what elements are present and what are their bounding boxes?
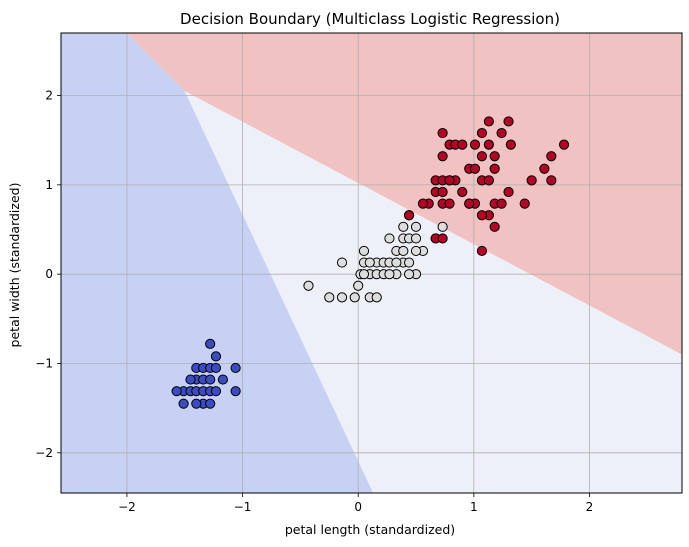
point-class-1 (398, 245, 409, 257)
point-class-2 (437, 127, 448, 139)
x-tick-label: −1 (234, 500, 252, 514)
point-class-1 (403, 269, 415, 280)
point-class-2 (417, 198, 429, 209)
point-class-2 (489, 221, 500, 232)
x-axis-ticks: −2 −1 0 1 2 (118, 493, 593, 514)
point-class-2 (489, 151, 500, 162)
point-class-2 (526, 175, 537, 186)
point-class-0 (178, 398, 189, 409)
point-class-2 (503, 116, 514, 127)
point-class-1 (384, 269, 395, 280)
plot-area (60, 32, 683, 494)
point-class-0 (171, 386, 182, 397)
point-class-2 (457, 139, 468, 150)
point-class-2 (457, 186, 468, 198)
point-class-1 (336, 292, 348, 303)
x-tick-label: 1 (470, 500, 478, 514)
point-class-2 (476, 210, 488, 221)
point-class-2 (546, 151, 557, 162)
y-tick-label: −1 (35, 356, 53, 370)
point-class-0 (205, 338, 216, 349)
point-class-1 (303, 280, 314, 291)
point-class-0 (205, 374, 216, 385)
point-class-2 (464, 198, 475, 209)
point-class-2 (496, 127, 507, 139)
point-class-2 (437, 186, 448, 198)
point-class-2 (496, 198, 507, 209)
point-class-0 (205, 398, 216, 409)
point-class-0 (230, 362, 241, 374)
y-tick-label: 0 (45, 267, 53, 281)
y-tick-label: 2 (45, 89, 53, 103)
point-class-2 (489, 163, 500, 174)
decision-region-class-1 (184, 91, 682, 493)
x-tick-label: −2 (118, 500, 136, 514)
point-class-1 (398, 221, 409, 232)
y-tick-label: 1 (45, 178, 53, 192)
point-class-2 (469, 163, 481, 174)
point-class-1 (403, 257, 415, 268)
point-class-0 (185, 374, 196, 385)
point-class-0 (230, 386, 241, 397)
point-class-1 (358, 269, 370, 280)
point-class-2 (444, 198, 455, 209)
point-class-1 (391, 257, 402, 268)
point-class-2 (476, 245, 488, 257)
point-class-2 (476, 151, 488, 162)
point-class-2 (539, 163, 550, 174)
point-class-1 (410, 221, 422, 232)
point-class-1 (358, 245, 370, 257)
decision-region-class-0 (61, 33, 374, 493)
chart-title: Decision Boundary (Multiclass Logistic R… (180, 10, 560, 28)
point-class-0 (210, 362, 222, 374)
point-class-1 (349, 292, 360, 303)
y-axis-ticks: −2 −1 0 1 2 (35, 89, 61, 460)
point-class-1 (353, 280, 364, 291)
point-class-1 (384, 233, 395, 244)
point-class-2 (437, 233, 448, 244)
point-class-2 (546, 175, 557, 186)
point-class-0 (191, 398, 202, 409)
point-class-0 (210, 351, 222, 362)
point-class-2 (505, 139, 516, 150)
point-class-0 (217, 374, 228, 385)
point-class-2 (437, 151, 448, 162)
axes-frame (60, 32, 683, 494)
point-class-2 (476, 127, 488, 139)
point-class-2 (403, 210, 415, 221)
x-tick-label: 2 (586, 500, 594, 514)
point-class-2 (444, 175, 455, 186)
point-class-1 (371, 292, 382, 303)
point-class-2 (503, 186, 514, 198)
y-axis-label: petal width (standardized) (7, 183, 22, 348)
data-points (171, 116, 570, 409)
point-class-2 (558, 139, 570, 150)
point-class-2 (519, 198, 530, 209)
point-class-0 (210, 386, 222, 397)
x-tick-label: 0 (354, 500, 362, 514)
point-class-2 (483, 116, 494, 127)
y-tick-label: −2 (35, 446, 53, 460)
point-class-1 (336, 257, 348, 268)
point-class-1 (324, 292, 335, 303)
point-class-2 (483, 139, 494, 150)
point-class-1 (364, 257, 375, 268)
point-class-1 (437, 221, 448, 232)
point-class-1 (410, 245, 422, 257)
x-axis-label: petal length (standardized) (285, 522, 455, 537)
point-class-2 (483, 175, 494, 186)
point-class-2 (469, 139, 481, 150)
point-class-1 (410, 233, 422, 244)
